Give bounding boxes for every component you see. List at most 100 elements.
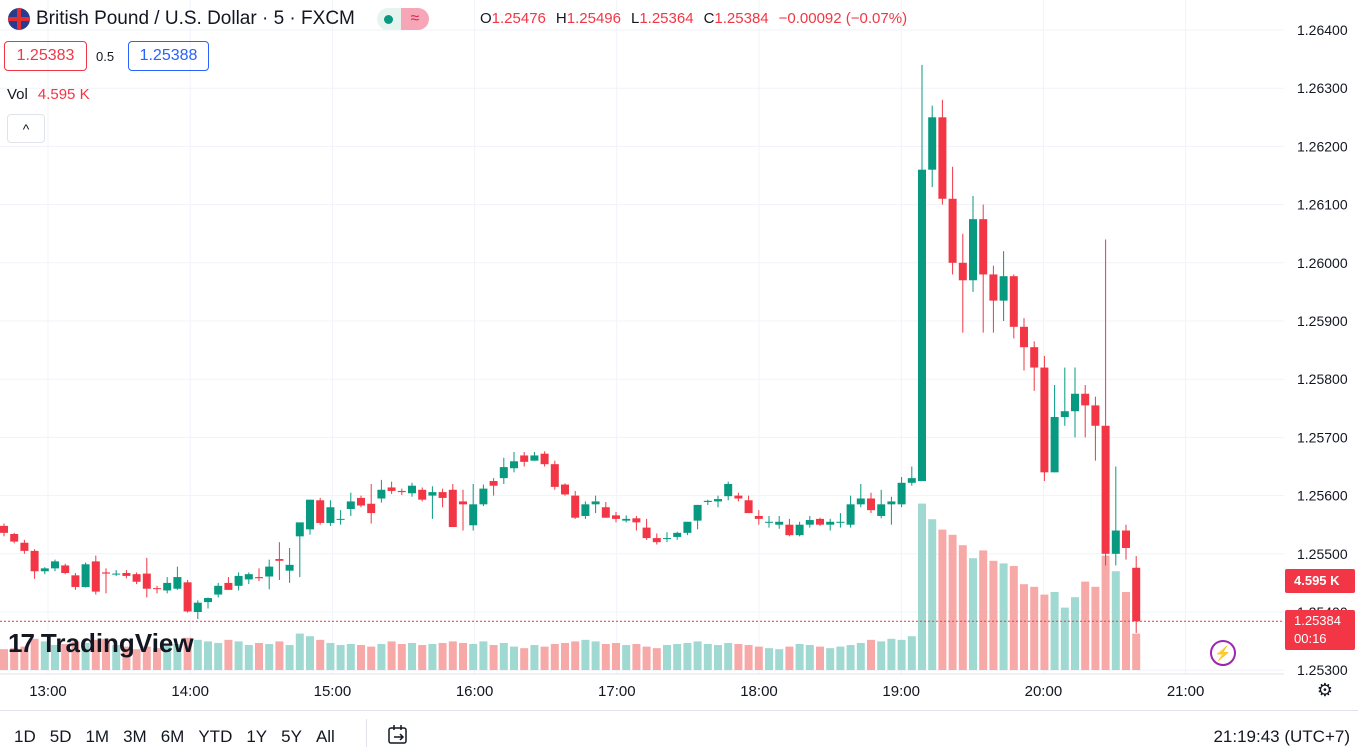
volume-bar (928, 519, 937, 670)
symbol-title[interactable]: British Pound / U.S. Dollar · 5 · FXCM (36, 8, 355, 29)
candle-body (91, 561, 100, 592)
price-tick-label: 1.25600 (1297, 488, 1348, 504)
low-value: 1.25364 (639, 10, 694, 27)
volume-bar (1081, 581, 1090, 670)
candle-body (795, 524, 804, 536)
high-value: 1.25496 (566, 10, 621, 27)
volume-bar (520, 648, 529, 670)
volume-bar (1040, 594, 1049, 670)
range-ytd[interactable]: YTD (198, 727, 233, 746)
wave-icon[interactable]: ≈ (400, 8, 429, 30)
volume-bar (663, 645, 671, 670)
candle-body (438, 492, 447, 498)
volume-bar (550, 644, 559, 670)
volume-bar (295, 633, 304, 670)
candle-body (734, 495, 743, 499)
volume-bar (561, 642, 569, 670)
range-5d[interactable]: 5D (49, 727, 72, 746)
volume-bar (30, 638, 39, 670)
market-status-icon[interactable] (376, 8, 401, 30)
volume-bar (530, 645, 539, 670)
volume-bar (969, 558, 977, 670)
price-tick-label: 1.26200 (1297, 138, 1348, 154)
symbol-header: British Pound / U.S. Dollar · 5 · FXCM ≈ (8, 6, 429, 32)
candle-body (581, 504, 590, 516)
volume-bar (418, 645, 427, 670)
lightning-icon[interactable]: ⚡ (1210, 640, 1236, 666)
volume-bar (765, 648, 773, 670)
volume-bar (193, 639, 202, 670)
candle-body (387, 487, 396, 491)
volume-bar (40, 641, 49, 670)
range-6m[interactable]: 6M (160, 727, 185, 746)
volume-bar (775, 649, 784, 670)
time-tick-label: 16:00 (456, 683, 494, 700)
volume-bar (142, 646, 151, 670)
tradingview-logo-mark: 17 (8, 628, 35, 658)
price-tick-label: 1.26300 (1297, 80, 1348, 96)
candle-body (183, 582, 192, 612)
candle-body (785, 524, 794, 536)
candle-body (877, 504, 886, 516)
volume-value: 4.595 K (37, 86, 90, 103)
buy-button[interactable]: 1.25388 (128, 41, 209, 71)
volume-bar (1122, 592, 1130, 670)
candle-body (693, 504, 702, 521)
candle-body (469, 504, 478, 526)
volume-bar (1060, 607, 1069, 670)
volume-bar (999, 563, 1008, 670)
candle-body (958, 262, 967, 281)
candlesticks (0, 64, 1141, 633)
candle-body (448, 489, 457, 528)
tradingview-logo[interactable]: 17 TradingView (8, 628, 194, 659)
volume-bar (377, 644, 386, 670)
volume-bar (1050, 592, 1059, 670)
bottom-toolbar: 1D 5D 1M 3M 6M YTD 1Y 5Y All 21:19:43 (U… (0, 710, 1358, 754)
chart-settings-icon[interactable]: ⚙ (1316, 679, 1334, 700)
range-5y[interactable]: 5Y (281, 727, 302, 746)
volume-bar (479, 641, 488, 670)
date-range-selector: 1D 5D 1M 3M 6M YTD 1Y 5Y All (14, 727, 349, 747)
volume-price-tag: 4.595 K (1285, 569, 1355, 593)
volume-bar (326, 642, 335, 670)
time-axis[interactable]: 13:00 14:00 15:00 16:00 17:00 18:00 19:00 20:00… (29, 683, 1204, 700)
volume-bar (336, 645, 345, 670)
volume-bar (581, 639, 590, 670)
volume-legend: Vol 4.595 K (7, 86, 90, 103)
candle-body (1111, 530, 1120, 554)
price-scale[interactable]: 1.26400 1.26300 1.26200 1.26100 1.26000 1.259… (1297, 22, 1348, 678)
range-1y[interactable]: 1Y (246, 727, 268, 746)
candle-body (428, 492, 437, 496)
candle-body (408, 485, 416, 494)
utc-clock[interactable]: 21:19:43 (UTC+7) (1213, 727, 1350, 746)
volume-bar (979, 550, 988, 670)
sell-button[interactable]: 1.25383 (4, 41, 87, 71)
collapse-legend-button[interactable]: ^ (7, 114, 45, 143)
time-tick-label: 19:00 (882, 683, 920, 700)
go-to-date-icon[interactable] (386, 723, 410, 747)
range-1m[interactable]: 1M (85, 727, 110, 746)
volume-bar (214, 642, 223, 670)
candle-body (132, 574, 141, 582)
candle-body (489, 481, 498, 486)
volume-bar (785, 646, 794, 670)
range-all[interactable]: All (315, 727, 335, 746)
candle-body (530, 455, 539, 461)
price-chart[interactable]: 1.26400 1.26300 1.26200 1.26100 1.26000 1.259… (0, 0, 1358, 710)
time-tick-label: 13:00 (29, 683, 67, 700)
candle-body (499, 467, 508, 479)
candle-body (754, 515, 763, 519)
volume-bar (673, 644, 682, 670)
volume-bar (703, 644, 712, 670)
range-3m[interactable]: 3M (123, 727, 147, 746)
range-1d[interactable]: 1D (14, 727, 36, 746)
volume-bar (989, 560, 998, 670)
candle-body (612, 515, 620, 519)
candle-body (520, 455, 529, 462)
candle-body (418, 489, 427, 500)
candle-body (1050, 417, 1059, 473)
candle-body (724, 483, 733, 497)
open-value: 1.25476 (491, 10, 546, 27)
close-key: C (703, 10, 715, 27)
volume-bar (255, 642, 263, 670)
